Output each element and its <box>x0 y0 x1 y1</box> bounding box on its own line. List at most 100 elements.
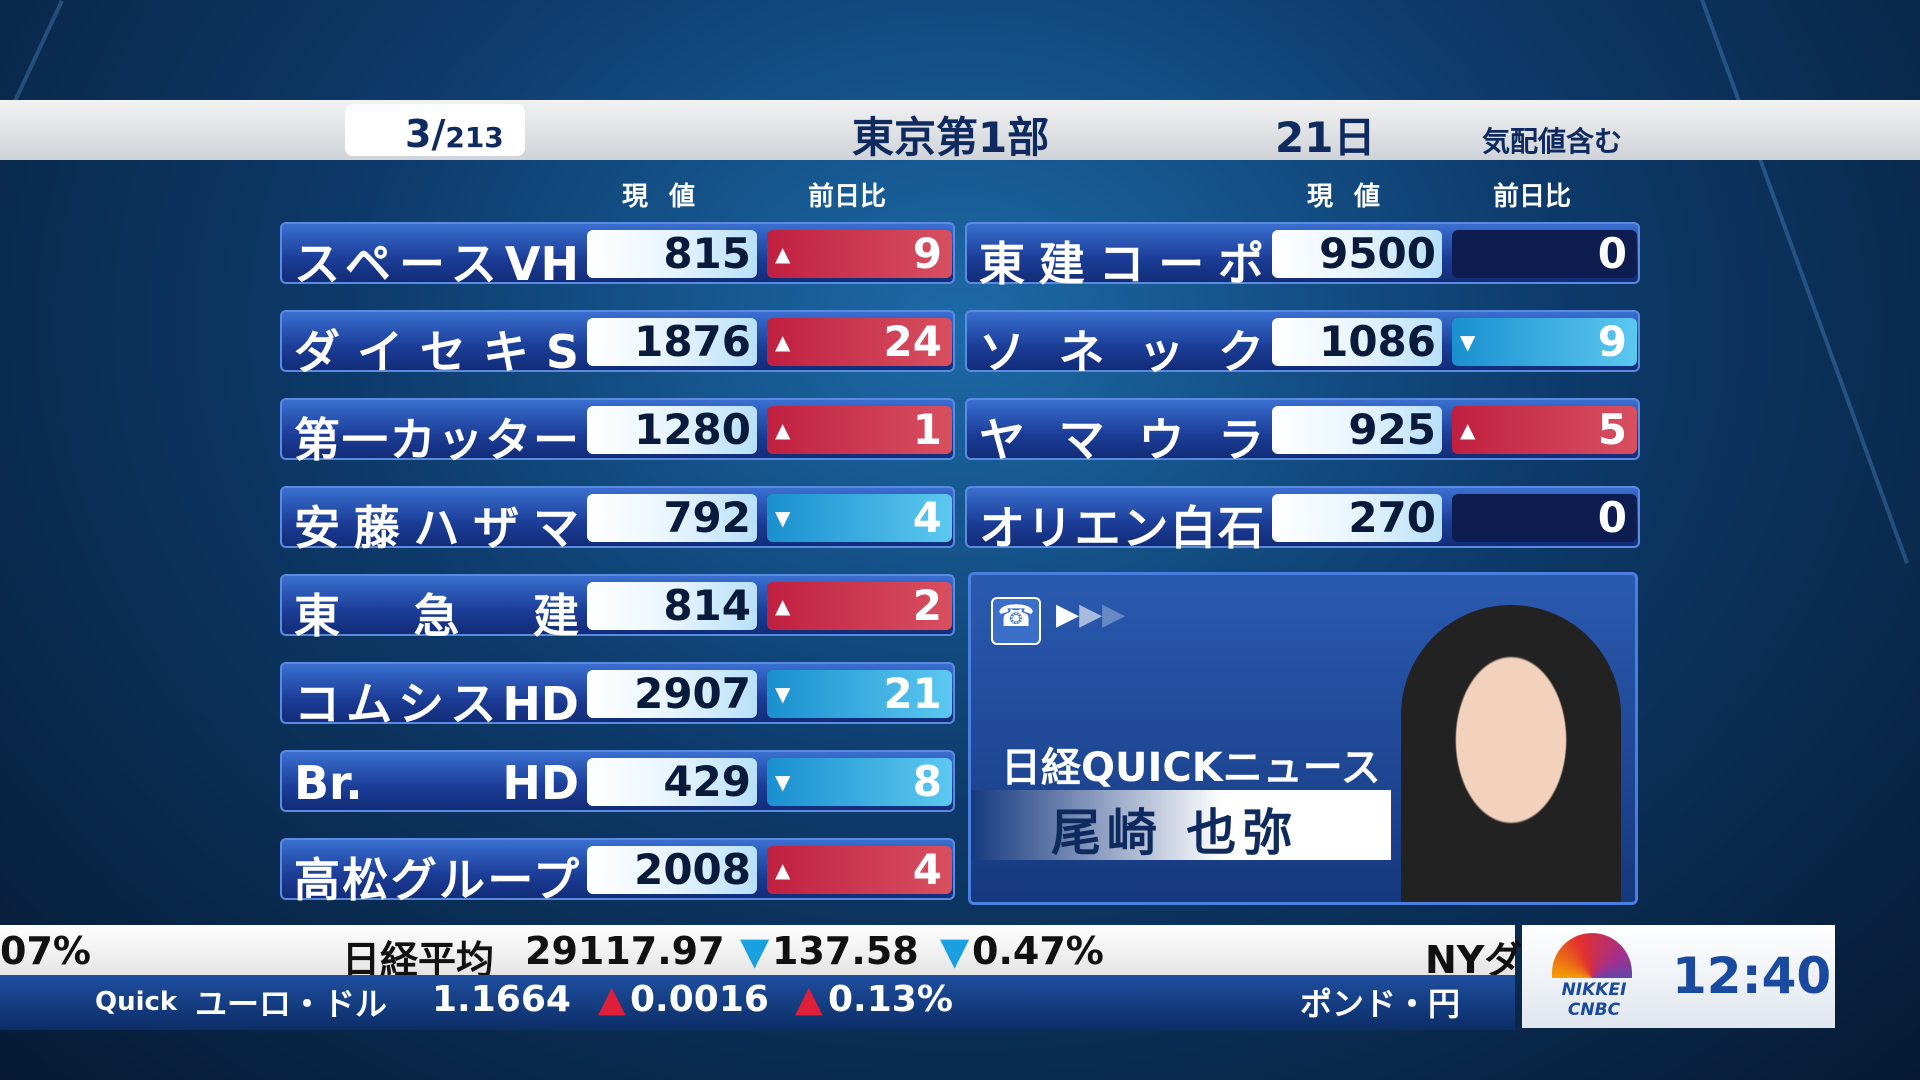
ticker-line-2: Quick ユーロ・ドル 1.1664 ▲ 0.0016 ▲ 0.13% ポンド… <box>0 975 1515 1030</box>
change-value: 0 <box>1597 229 1627 278</box>
down-arrow-icon: ▼ <box>1460 330 1476 354</box>
down-arrow-icon: ▼ <box>740 929 770 973</box>
change-value: 2 <box>912 581 942 630</box>
col-change-right: 前日比 <box>1493 182 1572 212</box>
stock-price: 429 <box>587 758 757 806</box>
stock-change: ▼ 9 <box>1452 318 1637 366</box>
stock-price: 2907 <box>587 670 757 718</box>
ticker-next: NYダ <box>1425 938 1523 982</box>
stock-change: ▼ 4 <box>767 494 952 542</box>
col-price-left: 現 値 <box>622 182 702 212</box>
change-value: 8 <box>912 757 942 806</box>
stock-row: スペースVH 815 ▲ 9 <box>280 222 955 291</box>
up-arrow-icon: ▲ <box>775 858 791 882</box>
stock-name: コムシスHD <box>294 677 579 731</box>
ticker-value: 1.1664 <box>432 979 571 1020</box>
stock-name: ダイセキS <box>294 325 579 379</box>
market-title: 東京第1部 <box>852 113 1050 162</box>
change-value: 9 <box>912 229 942 278</box>
stock-change: 0 <box>1452 494 1637 542</box>
clock-time: 12:40 <box>1672 947 1832 1005</box>
page-current: 3 <box>405 112 432 156</box>
stock-row: オリエン白石 270 0 <box>965 486 1640 555</box>
change-value: 4 <box>912 845 942 894</box>
down-arrow-icon: ▼ <box>775 506 791 530</box>
up-arrow-icon: ▲ <box>1460 418 1476 442</box>
brand-name: NIKKEI CNBC <box>1561 980 1627 1020</box>
change-value: 21 <box>883 669 942 718</box>
down-arrow-icon: ▼ <box>775 770 791 794</box>
up-arrow-icon: ▲ <box>775 242 791 266</box>
up-arrow-icon: ▲ <box>775 418 791 442</box>
stock-change: ▲ 5 <box>1452 406 1637 454</box>
ticker-change: 137.58 <box>772 929 919 973</box>
down-arrow-icon: ▼ <box>775 682 791 706</box>
peacock-icon <box>1552 933 1632 978</box>
date-label: 21日 <box>1275 113 1376 162</box>
header-bar <box>0 100 1920 160</box>
reporter-photo <box>1401 605 1621 902</box>
ticker-change: 0.0016 <box>630 979 769 1020</box>
ticker-value: 29117.97 <box>525 929 725 973</box>
stock-price: 1086 <box>1272 318 1442 366</box>
stock-row: 高松グループ 2008 ▲ 4 <box>280 838 955 907</box>
stock-price: 270 <box>1272 494 1442 542</box>
change-value: 1 <box>912 405 942 454</box>
reporter-panel: ☎ ▶▶▶ 日経QUICKニュース 尾崎 也弥 <box>968 572 1638 905</box>
stock-name: 東 急 建 <box>294 589 579 643</box>
channel-logo: NIKKEI CNBC 12:40 <box>1522 925 1835 1028</box>
change-value: 9 <box>1597 317 1627 366</box>
ticker-label: 日経平均 <box>342 938 495 982</box>
stock-price: 925 <box>1272 406 1442 454</box>
stock-price: 2008 <box>587 846 757 894</box>
col-price-right: 現 値 <box>1307 182 1387 212</box>
stock-row: Br. HD 429 ▼ 8 <box>280 750 955 812</box>
change-value: 24 <box>883 317 942 366</box>
stock-price: 9500 <box>1272 230 1442 278</box>
program-name: 日経QUICKニュース <box>1001 745 1381 791</box>
stock-name: スペースVH <box>294 237 579 291</box>
stock-row: ヤマウラ 925 ▲ 5 <box>965 398 1640 467</box>
stock-name: 高松グループ <box>294 853 579 907</box>
up-arrow-icon: ▲ <box>795 979 823 1020</box>
stock-change: 0 <box>1452 230 1637 278</box>
stock-row: 安藤ハザマ 792 ▼ 4 <box>280 486 955 555</box>
stock-row: 第一カッター 1280 ▲ 1 <box>280 398 955 467</box>
stock-price: 815 <box>587 230 757 278</box>
stock-name: 東建コーポ <box>979 237 1264 291</box>
page-indicator: 3/213 <box>345 104 525 156</box>
ticker-pct: 0.13% <box>828 979 953 1020</box>
ticker-pct: 0.47% <box>972 929 1104 973</box>
change-value: 4 <box>912 493 942 542</box>
stock-row: ソネック 1086 ▼ 9 <box>965 310 1640 379</box>
stock-change: ▲ 24 <box>767 318 952 366</box>
stock-change: ▼ 8 <box>767 758 952 806</box>
stock-row: コムシスHD 2907 ▼ 21 <box>280 662 955 731</box>
up-arrow-icon: ▲ <box>598 979 626 1020</box>
stock-price: 1280 <box>587 406 757 454</box>
page-total: 213 <box>445 121 504 154</box>
stock-change: ▼ 21 <box>767 670 952 718</box>
stock-change: ▲ 4 <box>767 846 952 894</box>
change-value: 5 <box>1597 405 1627 454</box>
reporter-name: 尾崎 也弥 <box>1051 804 1299 862</box>
play-arrows-icon: ▶▶▶ <box>1056 597 1126 632</box>
stock-price: 792 <box>587 494 757 542</box>
down-arrow-icon: ▼ <box>940 929 970 973</box>
stock-change: ▲ 1 <box>767 406 952 454</box>
phone-icon: ☎ <box>991 597 1041 645</box>
stock-row: 東 急 建 814 ▲ 2 <box>280 574 955 643</box>
stock-name: ヤマウラ <box>979 413 1264 467</box>
ticker-label: ユーロ・ドル <box>195 985 388 1023</box>
stock-change: ▲ 9 <box>767 230 952 278</box>
up-arrow-icon: ▲ <box>775 594 791 618</box>
stock-name: Br. HD <box>294 756 579 810</box>
quick-logo: Quick <box>95 987 178 1017</box>
stock-price: 1876 <box>587 318 757 366</box>
col-change-left: 前日比 <box>808 182 887 212</box>
background-decoration <box>1700 0 1909 564</box>
stock-change: ▲ 2 <box>767 582 952 630</box>
stock-row: 東建コーポ 9500 0 <box>965 222 1640 291</box>
stock-row: ダイセキS 1876 ▲ 24 <box>280 310 955 379</box>
ticker-line-1: 07% 日経平均 29117.97 ▼ 137.58 ▼ 0.47% NYダ <box>0 925 1522 982</box>
